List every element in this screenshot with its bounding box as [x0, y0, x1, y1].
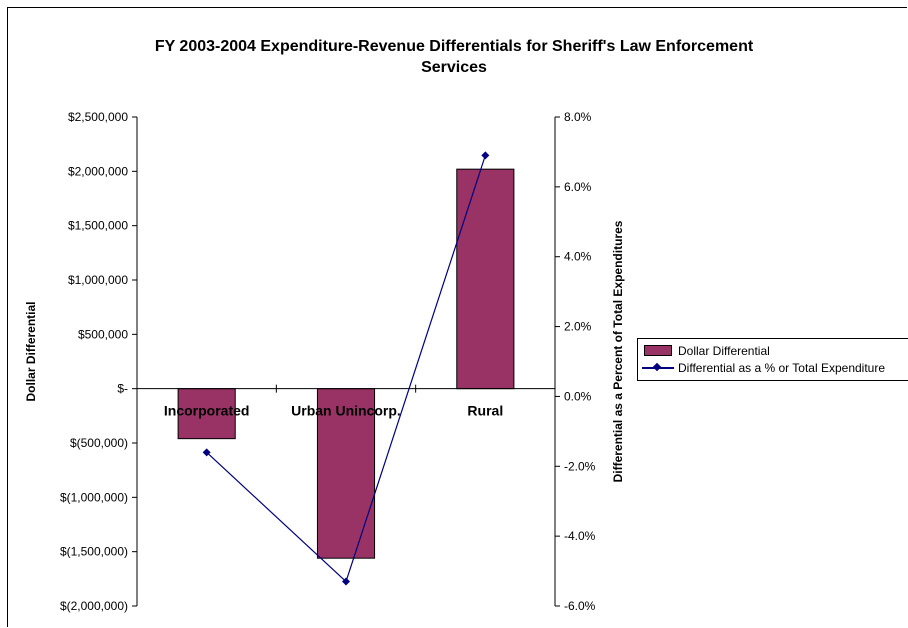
percent-point-marker	[202, 448, 211, 457]
right-tick-label: -4.0%	[564, 529, 596, 543]
chart-frame	[7, 7, 907, 627]
left-tick-label: $1,500,000	[68, 219, 128, 233]
right-tick-label: 6.0%	[564, 180, 592, 194]
left-tick-label: $(1,500,000)	[60, 545, 128, 559]
left-tick-label: $(1,000,000)	[60, 490, 128, 504]
bar-2	[456, 168, 515, 390]
left-axis-title: Dollar Differential	[24, 301, 38, 401]
left-tick-label: $2,000,000	[68, 164, 128, 178]
left-tick-label: $(500,000)	[70, 436, 128, 450]
legend-label-percent-differential: Differential as a % or Total Expenditure	[678, 361, 886, 375]
right-tick-label: 8.0%	[564, 110, 592, 124]
bar-0	[177, 388, 236, 440]
left-tick-label: $-	[117, 382, 128, 396]
right-tick-label: 4.0%	[564, 250, 592, 264]
chart-title-line-2: Services	[421, 59, 487, 76]
percent-point-marker	[342, 577, 350, 586]
left-tick-label: $500,000	[78, 327, 128, 341]
category-label: Rural	[467, 403, 503, 419]
percent-point-marker	[481, 151, 490, 160]
right-tick-label: 2.0%	[564, 320, 592, 334]
right-tick-label: -6.0%	[564, 599, 596, 613]
legend-diamond-marker	[652, 362, 662, 372]
category-label: Incorporated	[164, 403, 250, 419]
left-tick-label: $2,500,000	[68, 110, 128, 124]
category-label: Urban Unincorp.	[291, 403, 401, 419]
chart-title: FY 2003-2004 Expenditure-Revenue Differe…	[0, 36, 908, 78]
bar-1	[316, 388, 376, 559]
left-tick-label: $(2,000,000)	[60, 599, 128, 613]
legend: Dollar Differential Differential as a % …	[637, 338, 908, 381]
right-tick-label: -2.0%	[564, 459, 596, 473]
legend-label-dollar-differential: Dollar Differential	[678, 344, 770, 358]
right-tick-label: 0.0%	[564, 389, 592, 403]
chart-title-line-1: FY 2003-2004 Expenditure-Revenue Differe…	[154, 38, 754, 55]
left-tick-label: $1,000,000	[68, 273, 128, 287]
right-axis-title: Differential as a Percent of Total Expen…	[611, 220, 625, 482]
legend-swatch-bar	[644, 345, 672, 356]
